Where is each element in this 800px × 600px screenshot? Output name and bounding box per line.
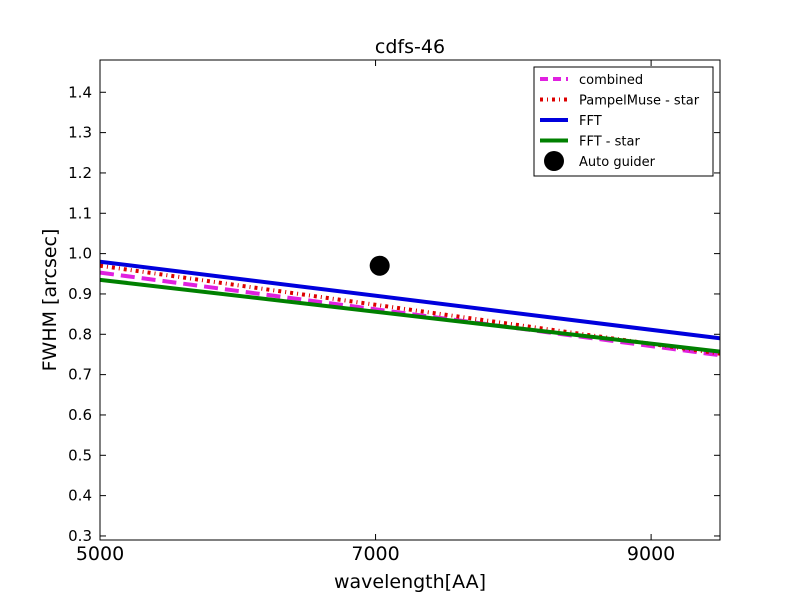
plot-frame xyxy=(99,59,721,541)
y-tick-label-4: 0.6 xyxy=(68,406,92,424)
y-tick-label-9: 1.1 xyxy=(68,204,92,222)
y-tick-label-3: 0.5 xyxy=(68,446,92,464)
x-tick-label-3: 9000 xyxy=(627,543,675,565)
y-tick-label-12: 1.4 xyxy=(68,83,92,101)
y-tick-label-6: 0.8 xyxy=(68,325,92,343)
legend-label-2: PampelMuse - star xyxy=(579,94,700,109)
y-tick-label-8: 1.0 xyxy=(68,245,92,263)
legend-label-3: FFT xyxy=(579,114,602,129)
plot-area: 0.3 0.4 0.5 0.6 0.7 0.8 0.9 1.0 1.1 1.2 1.3 1.4 5000… xyxy=(68,59,721,565)
legend-label-1: combined xyxy=(579,73,643,88)
legend-marker-5 xyxy=(544,151,564,171)
x-tick-label-1: 5000 xyxy=(76,543,124,565)
y-tick-label-1: 0.3 xyxy=(68,527,92,545)
legend-label-5: Auto guider xyxy=(579,155,656,170)
chart-title: cdfs-46 xyxy=(375,36,445,58)
legend: combined PampelMuse - star FFT FFT - star Au… xyxy=(533,66,714,177)
series-line-4 xyxy=(100,277,720,354)
y-tick-label-11: 1.3 xyxy=(68,124,92,142)
y-tick-label-2: 0.4 xyxy=(68,487,92,505)
series-line-3 xyxy=(100,259,720,341)
y-tick-label-5: 0.7 xyxy=(68,366,92,384)
y-axis-label: FWHM [arcsec] xyxy=(39,229,61,372)
y-tick-label-7: 0.9 xyxy=(68,285,92,303)
y-tick-label-10: 1.2 xyxy=(68,164,92,182)
x-axis-label: wavelength[AA] xyxy=(334,571,486,593)
x-tick-label-2: 7000 xyxy=(351,543,399,565)
legend-label-4: FFT - star xyxy=(579,135,640,150)
series-line-2 xyxy=(100,263,720,356)
data-point-1-1 xyxy=(369,255,390,276)
